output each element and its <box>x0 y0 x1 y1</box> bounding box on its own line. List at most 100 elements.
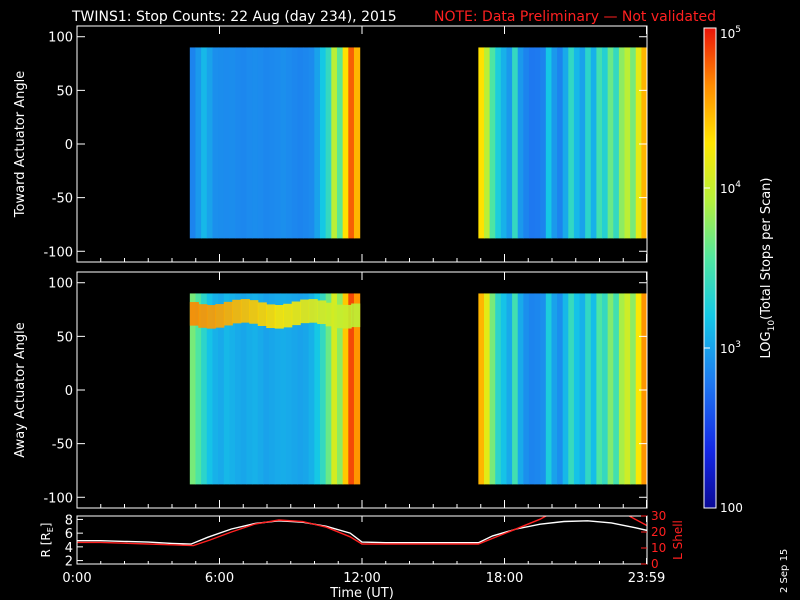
lshell-line <box>77 516 647 547</box>
left-y-label-main: R [R <box>39 532 53 557</box>
heatmap-column <box>342 47 349 239</box>
heatmap-column <box>308 47 315 239</box>
heatmap-area <box>189 47 647 239</box>
heatmap-column <box>263 47 270 239</box>
heatmap-band <box>232 299 242 324</box>
heatmap-column <box>641 293 647 485</box>
colorbar-tick-base: 10 <box>720 342 735 356</box>
heatmap-column <box>320 47 327 239</box>
colorbar-tick-label: 105 <box>720 25 741 41</box>
heatmap-column <box>540 293 547 485</box>
left-y-tick-label: 6 <box>65 527 73 542</box>
heatmap-column <box>195 293 202 485</box>
heatmap-column <box>223 293 231 485</box>
left-y-label-end: ] <box>39 523 53 528</box>
heatmap-column <box>579 47 586 239</box>
y-axis-label: Away Actuator Angle <box>13 322 28 457</box>
heatmap-column <box>557 293 564 485</box>
heatmap-column <box>218 47 225 239</box>
heatmap-column <box>568 47 575 239</box>
heatmap-column <box>562 47 569 239</box>
heatmap-band <box>257 302 267 326</box>
heatmap-segment <box>189 47 361 239</box>
colorbar-gradient <box>703 27 717 509</box>
heatmap-segment <box>478 47 647 239</box>
heatmap-column <box>635 47 642 239</box>
heatmap-band <box>300 299 310 324</box>
heatmap-column <box>573 47 581 239</box>
heatmap-column <box>252 293 259 485</box>
colorbar-tick-exp: 5 <box>735 25 741 35</box>
heatmap-column <box>280 47 287 239</box>
heatmap-column <box>235 293 242 485</box>
x-tick-label: 23:59 <box>628 571 665 586</box>
heatmap-column <box>257 293 264 485</box>
heatmap-band <box>223 301 233 326</box>
heatmap-column <box>297 293 304 485</box>
heatmap-column <box>353 47 361 239</box>
away-angle-panel: -100 -50 0 50 100 Away Actuator Angle <box>13 271 648 509</box>
heatmap-column <box>229 47 236 239</box>
heatmap-column <box>240 293 248 485</box>
heatmap-column <box>641 47 647 239</box>
x-tick-label: 0:00 <box>62 571 91 586</box>
heatmap-column <box>495 293 502 485</box>
x-tick-label: 12:00 <box>343 571 380 586</box>
heatmap-band <box>249 300 259 324</box>
heatmap-column <box>624 293 631 485</box>
heatmap-column <box>297 47 304 239</box>
heatmap-column <box>579 293 586 485</box>
heatmap-column <box>240 47 248 239</box>
heatmap-column <box>568 293 575 485</box>
colorbar-tick-exp: 4 <box>735 180 741 190</box>
colorbar-tick-base: 10 <box>720 27 735 41</box>
heatmap-column <box>562 293 569 485</box>
heatmap-column <box>303 47 310 239</box>
heatmap-column <box>303 293 310 485</box>
heatmap-column <box>590 293 598 485</box>
heatmap-column <box>506 293 513 485</box>
left-y-axis-label: R [RE] <box>39 523 55 558</box>
heatmap-column <box>602 293 609 485</box>
heatmap-column <box>229 293 236 485</box>
heatmap-column <box>336 47 344 239</box>
heatmap-column <box>534 47 541 239</box>
heatmap-column <box>517 293 524 485</box>
date-stamp: 2 Sep 15 <box>779 549 790 593</box>
y-tick-label: 0 <box>65 384 73 399</box>
colorbar-label-rest: (Total Stops per Scan) <box>759 178 774 320</box>
heatmap-column <box>500 47 508 239</box>
heatmap-column <box>257 47 264 239</box>
heatmap-column <box>263 293 270 485</box>
heatmap-column <box>286 293 293 485</box>
heatmap-column <box>314 293 321 485</box>
heatmap-column <box>630 293 637 485</box>
heatmap-column <box>573 293 581 485</box>
heatmap-column <box>602 47 609 239</box>
heatmap-column <box>325 47 332 239</box>
x-axis-label: Time (UT) <box>329 586 394 600</box>
heatmap-band <box>291 301 301 326</box>
colorbar-tick-label: 103 <box>720 340 741 356</box>
heatmap-column <box>353 293 361 485</box>
heatmap-column <box>596 47 603 239</box>
heatmap-column <box>286 47 293 239</box>
heatmap-column <box>500 293 508 485</box>
y-tick-label: -50 <box>52 192 73 207</box>
heatmap-band <box>351 303 361 328</box>
left-y-tick-label: 8 <box>65 513 73 528</box>
heatmap-column <box>618 47 626 239</box>
heatmap-column <box>212 47 219 239</box>
heatmap-column <box>189 293 197 485</box>
heatmap-column <box>596 293 603 485</box>
heatmap-column <box>269 293 276 485</box>
heatmap-column <box>478 293 485 485</box>
heatmap-column <box>201 293 208 485</box>
heatmap-column <box>630 47 637 239</box>
heatmap-column <box>551 293 558 485</box>
heatmap-column <box>246 293 253 485</box>
heatmap-column <box>478 47 485 239</box>
heatmap-column <box>291 293 298 485</box>
y-tick-label: 100 <box>48 277 73 292</box>
heatmap-column <box>206 47 214 239</box>
